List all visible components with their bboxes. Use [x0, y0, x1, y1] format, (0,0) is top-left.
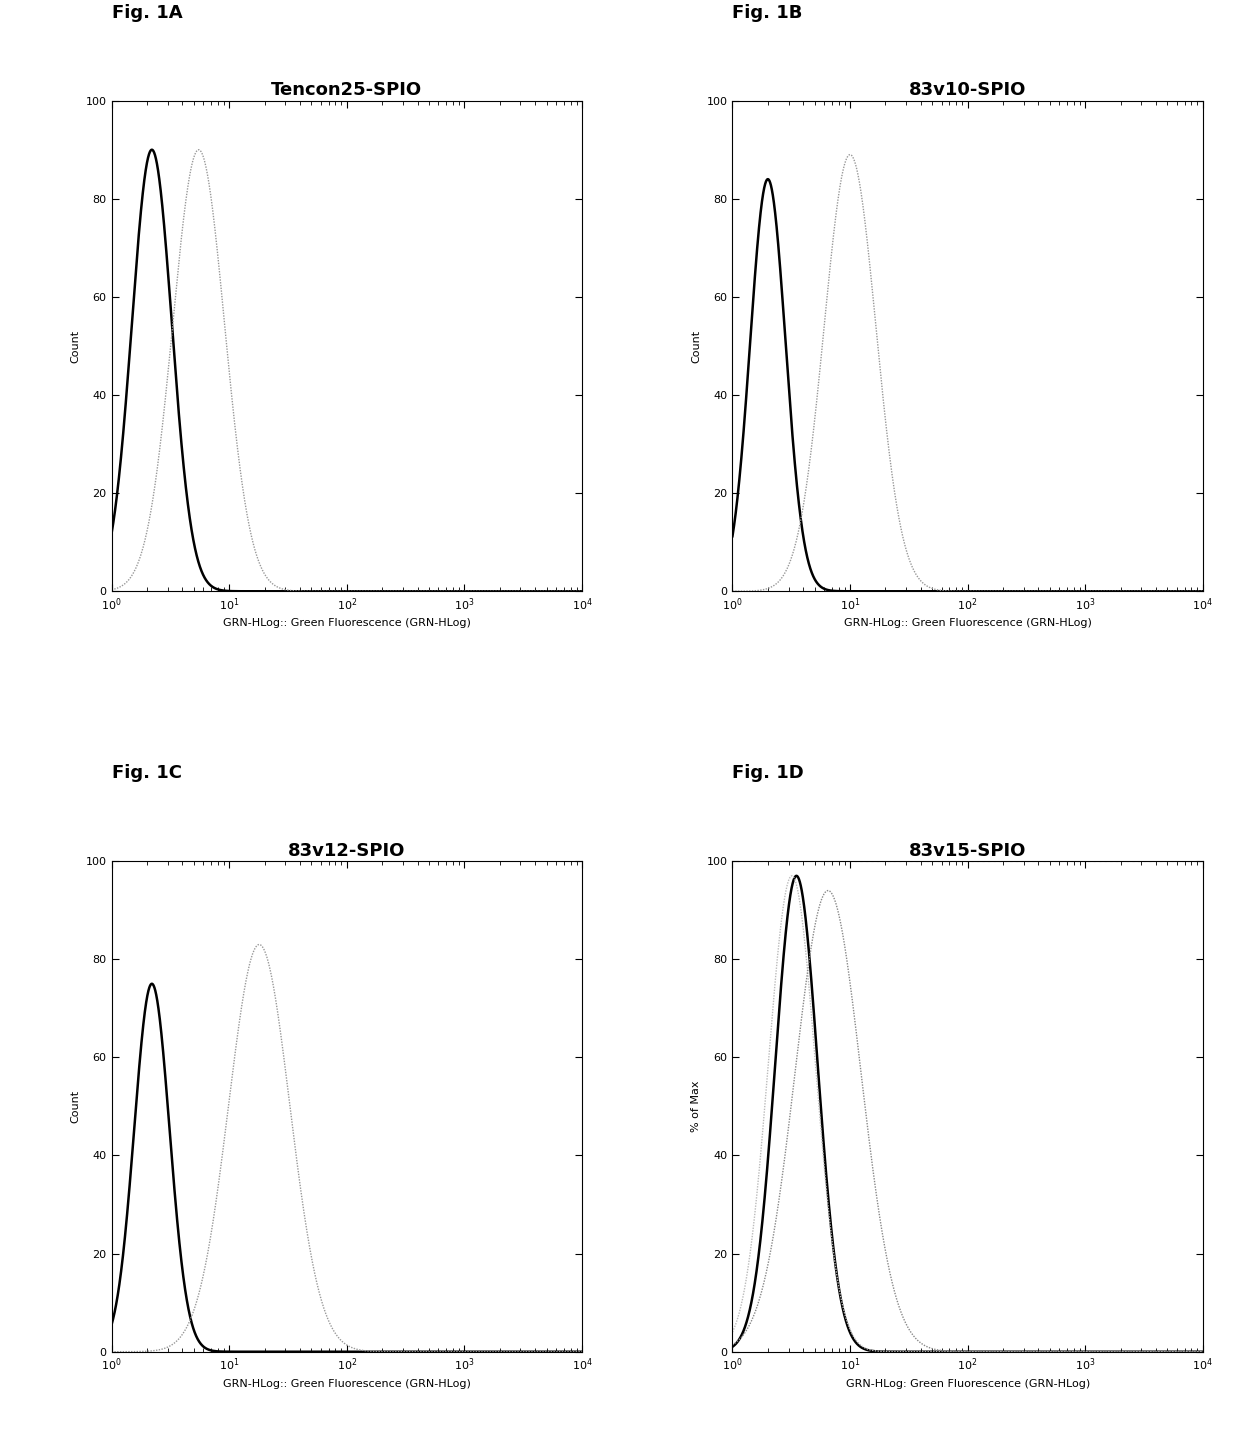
Title: 83v12-SPIO: 83v12-SPIO	[288, 841, 405, 860]
Y-axis label: % of Max: % of Max	[691, 1081, 701, 1132]
Y-axis label: Count: Count	[71, 1090, 81, 1123]
Title: 83v10-SPIO: 83v10-SPIO	[909, 81, 1027, 99]
Text: Fig. 1C: Fig. 1C	[112, 764, 181, 782]
Text: Fig. 1B: Fig. 1B	[733, 3, 802, 22]
X-axis label: GRN-HLog:: Green Fluorescence (GRN-HLog): GRN-HLog:: Green Fluorescence (GRN-HLog)	[223, 618, 471, 628]
Text: Fig. 1A: Fig. 1A	[112, 3, 182, 22]
Y-axis label: Count: Count	[71, 329, 81, 362]
Title: Tencon25-SPIO: Tencon25-SPIO	[272, 81, 423, 99]
Text: Fig. 1D: Fig. 1D	[733, 764, 805, 782]
Title: 83v15-SPIO: 83v15-SPIO	[909, 841, 1027, 860]
X-axis label: GRN-HLog:: Green Fluorescence (GRN-HLog): GRN-HLog:: Green Fluorescence (GRN-HLog)	[223, 1379, 471, 1389]
X-axis label: GRN-HLog:: Green Fluorescence (GRN-HLog): GRN-HLog:: Green Fluorescence (GRN-HLog)	[843, 618, 1091, 628]
X-axis label: GRN-HLog: Green Fluorescence (GRN-HLog): GRN-HLog: Green Fluorescence (GRN-HLog)	[846, 1379, 1090, 1389]
Y-axis label: Count: Count	[691, 329, 701, 362]
